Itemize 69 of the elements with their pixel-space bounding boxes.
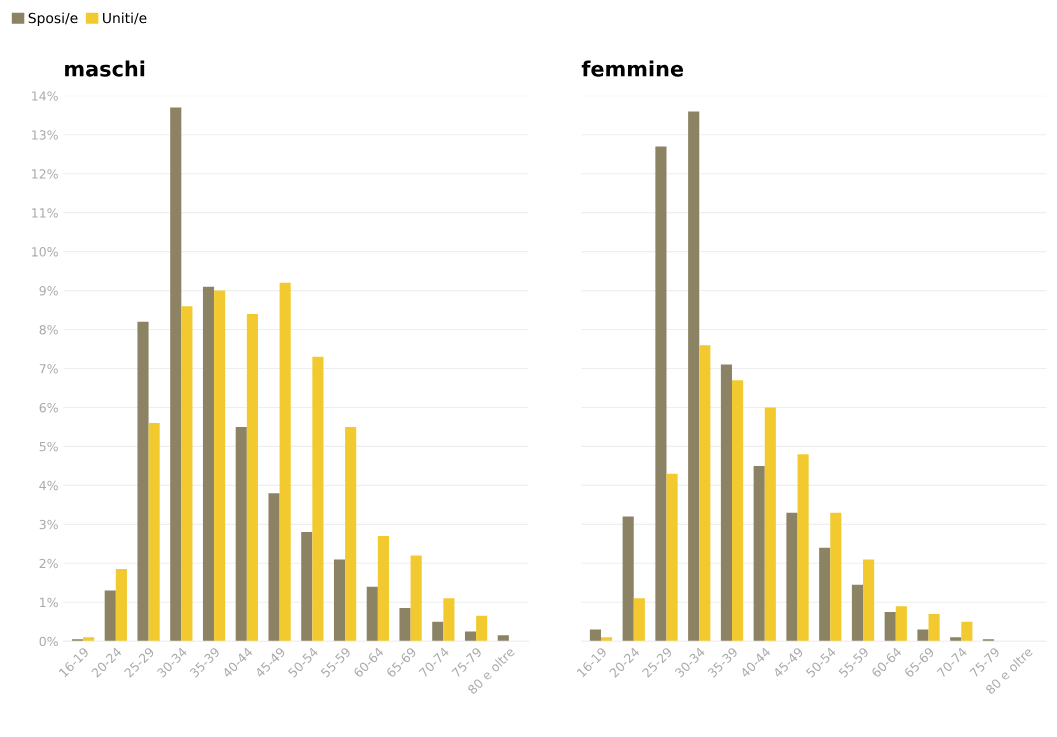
bar bbox=[601, 637, 613, 642]
bar bbox=[443, 598, 455, 642]
bar bbox=[83, 637, 95, 642]
y-tick-label: 5% bbox=[39, 441, 58, 452]
bar bbox=[345, 426, 357, 642]
y-tick-label: 10% bbox=[32, 247, 58, 257]
bar bbox=[753, 465, 765, 642]
bar bbox=[333, 559, 346, 642]
bar bbox=[797, 454, 809, 642]
bar bbox=[148, 423, 160, 642]
bar bbox=[137, 321, 149, 642]
y-tick-label: 0% bbox=[39, 636, 58, 647]
bar bbox=[863, 559, 875, 642]
bar bbox=[851, 584, 864, 642]
bar bbox=[268, 493, 280, 642]
bar bbox=[589, 629, 601, 642]
y-tick-label: 13% bbox=[32, 130, 58, 140]
bar bbox=[950, 637, 962, 642]
bar bbox=[476, 615, 488, 642]
bar bbox=[497, 635, 509, 642]
bar bbox=[961, 621, 973, 642]
y-tick-label: 14% bbox=[32, 91, 58, 101]
bar bbox=[884, 611, 896, 642]
bar bbox=[115, 569, 127, 642]
bar bbox=[633, 598, 645, 642]
bar bbox=[410, 555, 422, 642]
bar bbox=[214, 290, 226, 642]
bar bbox=[377, 536, 389, 642]
bar bbox=[104, 590, 116, 642]
bar bbox=[279, 282, 291, 642]
bar bbox=[622, 516, 634, 642]
bar bbox=[366, 586, 378, 642]
y-tick-label: 7% bbox=[39, 363, 58, 374]
bar bbox=[312, 356, 324, 642]
bar bbox=[764, 407, 776, 642]
bar bbox=[464, 631, 477, 642]
y-tick-label: 1% bbox=[40, 597, 58, 608]
bar bbox=[202, 286, 215, 642]
bar bbox=[895, 606, 907, 642]
y-tick-label: 6% bbox=[39, 402, 58, 413]
y-tick-label: 3% bbox=[39, 519, 58, 530]
legend-label: Sposi/e bbox=[28, 12, 78, 26]
bar bbox=[666, 473, 678, 642]
y-tick-label: 11% bbox=[32, 208, 58, 218]
bar bbox=[786, 512, 798, 642]
chart-title: maschi bbox=[65, 60, 145, 77]
bar bbox=[819, 547, 831, 642]
bar bbox=[655, 146, 667, 642]
bar bbox=[699, 345, 711, 642]
bar bbox=[170, 107, 182, 642]
bar bbox=[181, 306, 193, 642]
bar bbox=[720, 364, 733, 642]
legend-label: Uniti/e bbox=[103, 12, 147, 25]
bar bbox=[688, 111, 700, 642]
bar bbox=[432, 621, 444, 642]
bar bbox=[732, 380, 744, 642]
bar bbox=[301, 532, 313, 642]
bar bbox=[917, 629, 929, 642]
y-tick-label: 12% bbox=[32, 169, 58, 179]
bar bbox=[235, 426, 247, 642]
y-tick-label: 4% bbox=[39, 480, 58, 491]
bar bbox=[830, 512, 842, 642]
y-tick-label: 2% bbox=[39, 558, 58, 569]
bar bbox=[399, 608, 411, 642]
y-tick-label: 9% bbox=[39, 286, 58, 296]
y-tick-label: 8% bbox=[39, 325, 58, 335]
bar bbox=[928, 613, 940, 642]
chart-title: femmine bbox=[581, 60, 684, 77]
bar bbox=[246, 313, 258, 642]
